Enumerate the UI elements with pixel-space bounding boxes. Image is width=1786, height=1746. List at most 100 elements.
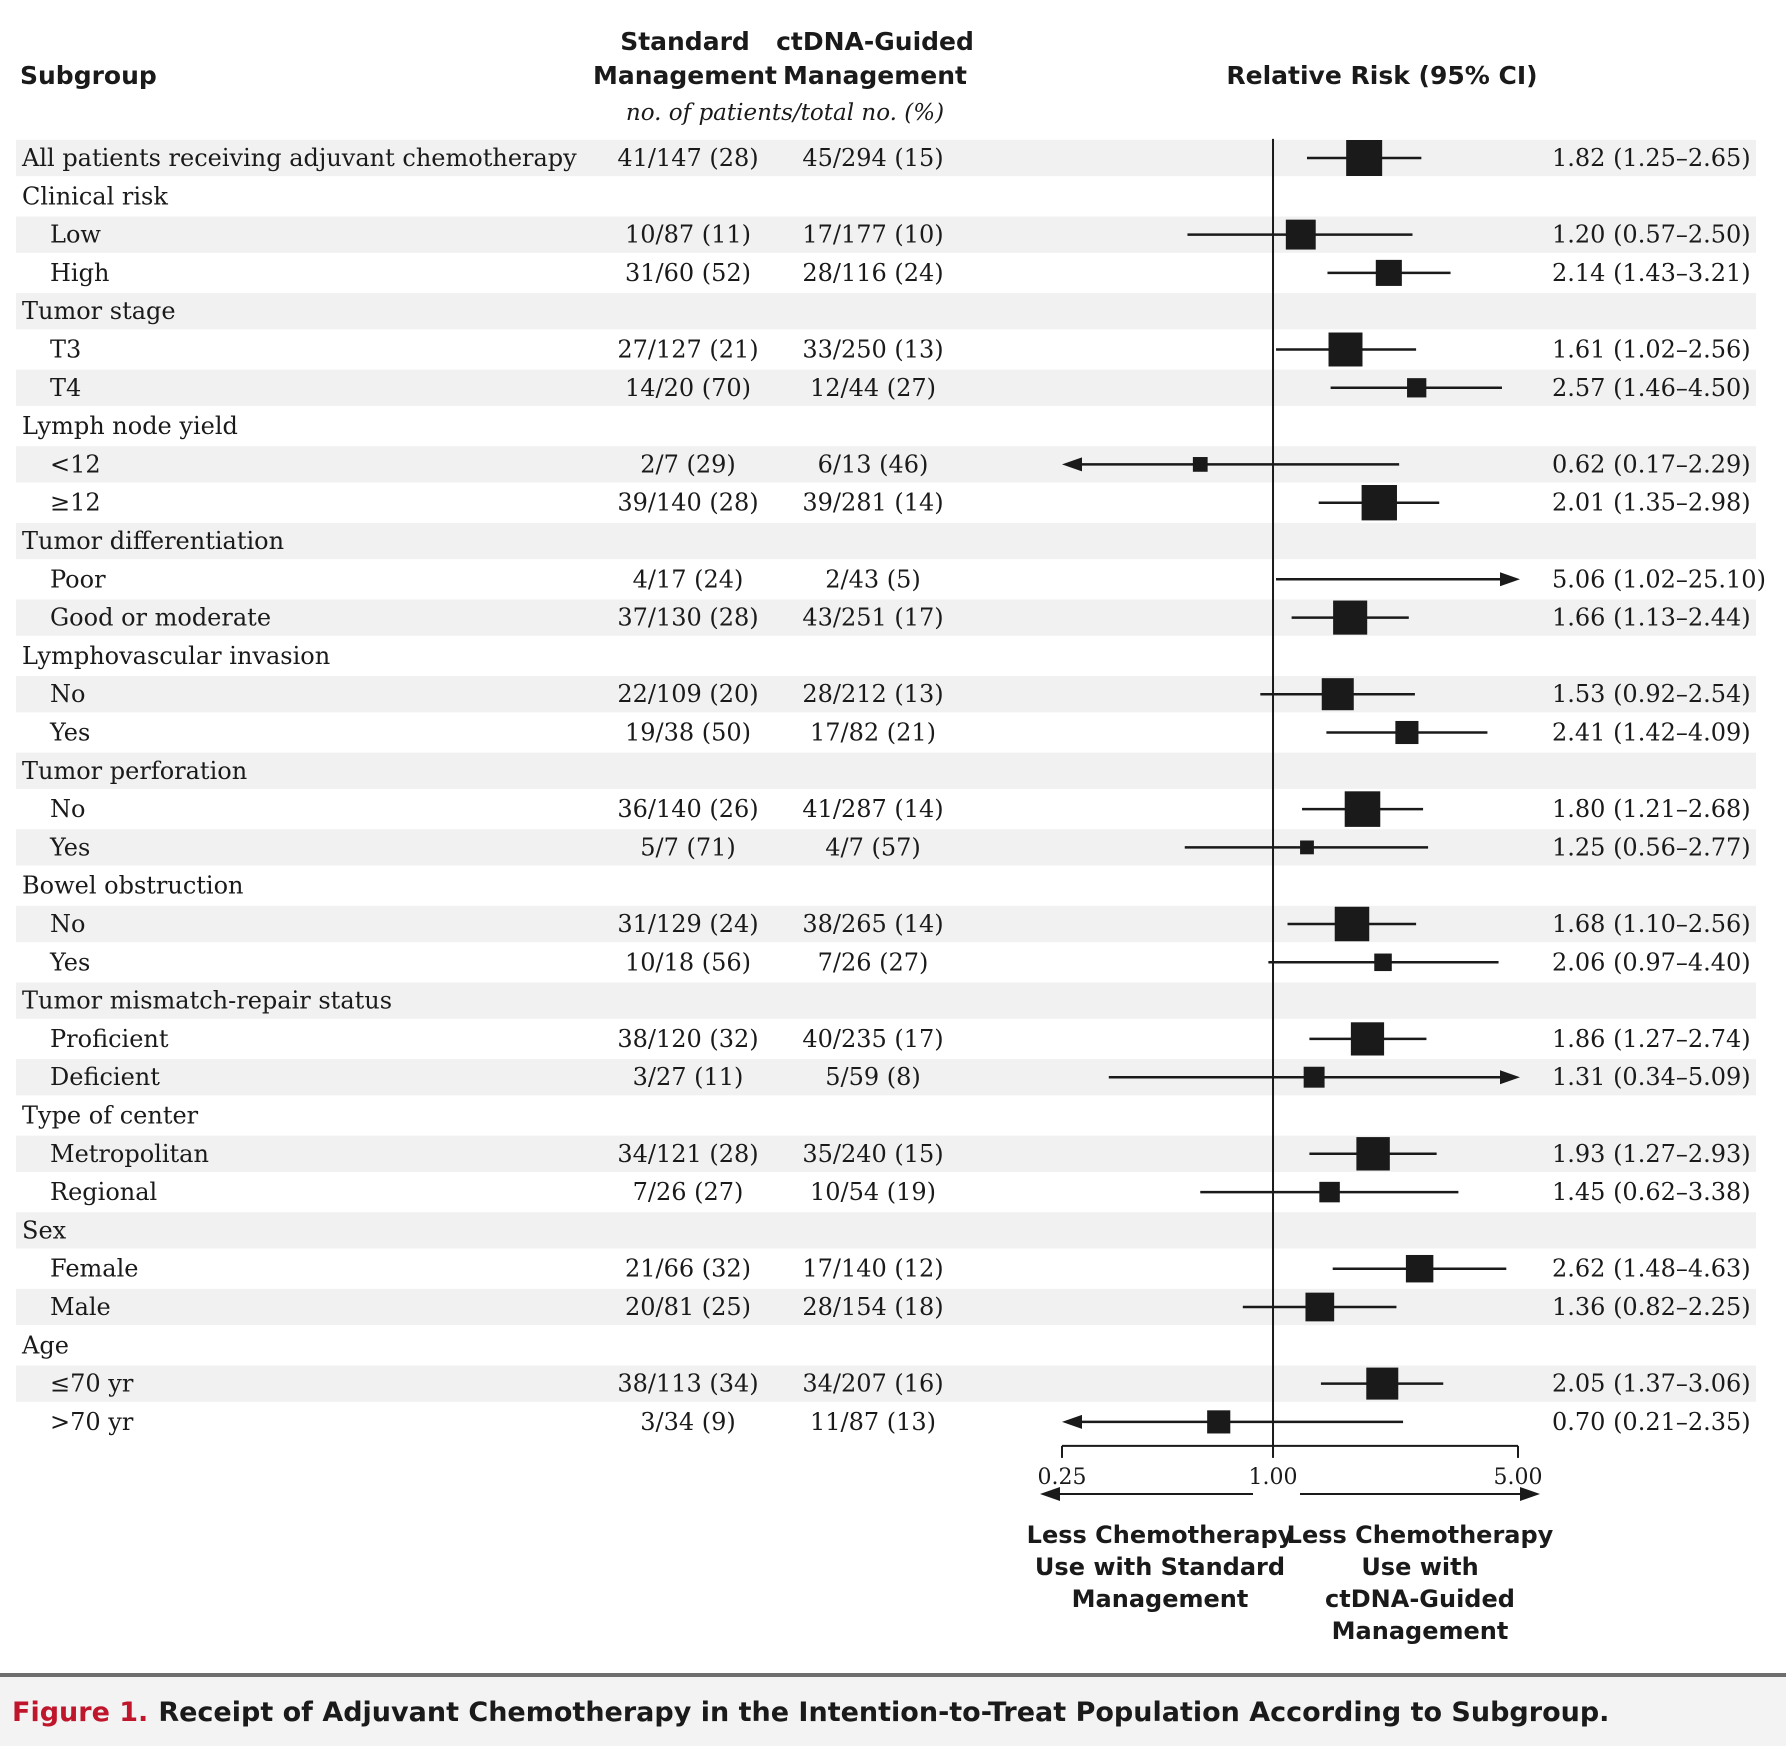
standard-count: 36/140 (26) <box>617 795 758 823</box>
ctdna-count: 2/43 (5) <box>825 565 921 593</box>
point-estimate <box>1374 953 1392 972</box>
right-direction-line4: Management <box>1332 1617 1509 1645</box>
relative-risk-ci: 2.06 (0.97–4.40) <box>1552 948 1751 976</box>
caption-rule <box>0 1673 1786 1677</box>
caption-label: Figure 1. <box>12 1697 148 1728</box>
standard-count: 22/109 (20) <box>617 680 758 708</box>
figure-caption: Figure 1. Receipt of Adjuvant Chemotherap… <box>0 1673 1786 1746</box>
row-stripe <box>16 139 1756 177</box>
subgroup-heading: Lymph node yield <box>22 412 238 440</box>
point-estimate <box>1300 840 1314 855</box>
row-stripe <box>16 293 1756 330</box>
standard-count: 7/26 (27) <box>633 1178 744 1206</box>
relative-risk-ci: 1.25 (0.56–2.77) <box>1552 833 1751 861</box>
subgroup-label: Yes <box>49 948 90 976</box>
standard-count: 31/60 (52) <box>625 259 751 287</box>
row-stripe <box>16 829 1756 866</box>
relative-risk-ci: 1.82 (1.25–2.65) <box>1552 144 1751 172</box>
standard-count: 2/7 (29) <box>640 450 736 478</box>
column-headers: Subgroup Standard Management ctDNA-Guide… <box>20 27 1538 126</box>
ctdna-count: 28/212 (13) <box>802 680 943 708</box>
subgroup-label: Deficient <box>50 1063 160 1091</box>
ctdna-count: 38/265 (14) <box>802 910 943 938</box>
ctdna-count: 43/251 (17) <box>802 604 943 632</box>
subgroup-label: All patients receiving adjuvant chemothe… <box>21 144 577 172</box>
header-ctdna-line1: ctDNA-Guided <box>776 27 974 56</box>
point-estimate <box>1334 906 1370 942</box>
ctdna-count: 45/294 (15) <box>802 144 943 172</box>
ctdna-count: 33/250 (13) <box>802 336 943 364</box>
point-estimate <box>1328 332 1363 367</box>
relative-risk-ci: 1.68 (1.10–2.56) <box>1552 910 1751 938</box>
point-estimate <box>1356 1137 1390 1171</box>
subgroup-heading: Tumor stage <box>22 297 176 325</box>
ctdna-count: 17/140 (12) <box>802 1255 943 1283</box>
caption-title: Receipt of Adjuvant Chemotherapy in the … <box>158 1697 1609 1728</box>
relative-risk-ci: 2.57 (1.46–4.50) <box>1552 374 1751 402</box>
relative-risk-ci: 2.62 (1.48–4.63) <box>1552 1255 1751 1283</box>
row-stripe <box>16 446 1756 483</box>
ctdna-count: 7/26 (27) <box>818 948 929 976</box>
ctdna-count: 5/59 (8) <box>825 1063 921 1091</box>
header-counts-note: no. of patients/total no. (%) <box>626 100 944 126</box>
row-stripe <box>16 1288 1756 1326</box>
direction-labels: Less Chemotherapy Use with Standard Mana… <box>1027 1487 1554 1645</box>
standard-count: 14/20 (70) <box>625 374 751 402</box>
row-stripe <box>16 216 1756 253</box>
subgroup-label: ≤70 yr <box>50 1370 134 1398</box>
ci-arrow-right <box>1500 572 1520 587</box>
header-ctdna-line2: Management <box>783 61 967 90</box>
subgroup-label: >70 yr <box>50 1408 134 1436</box>
x-axis: 0.25 1.00 5.00 <box>1038 138 1542 1490</box>
subgroup-label: Yes <box>49 719 90 747</box>
axis-ticks: 0.25 1.00 5.00 <box>1038 1445 1542 1490</box>
row-stripe <box>16 1135 1756 1172</box>
header-subgroup: Subgroup <box>20 61 157 90</box>
subgroup-label: Female <box>50 1255 139 1283</box>
left-direction-line3: Management <box>1072 1585 1249 1613</box>
ctdna-count: 4/7 (57) <box>825 833 921 861</box>
ci-arrow-left <box>1062 457 1082 472</box>
row-stripe <box>16 522 1756 560</box>
relative-risk-ci: 1.20 (0.57–2.50) <box>1552 221 1751 249</box>
point-estimate <box>1346 140 1383 176</box>
subgroup-label: High <box>50 259 109 287</box>
axis-tick-label: 1.00 <box>1249 1465 1298 1490</box>
relative-risk-ci: 1.93 (1.27–2.93) <box>1552 1140 1751 1168</box>
subgroup-heading: Tumor mismatch-repair status <box>22 987 392 1015</box>
point-estimate <box>1333 600 1368 635</box>
standard-count: 3/27 (11) <box>633 1063 744 1091</box>
point-estimate <box>1319 1181 1340 1203</box>
point-estimate <box>1321 678 1354 711</box>
caption-text: Figure 1. Receipt of Adjuvant Chemotherap… <box>12 1697 1609 1728</box>
relative-risk-ci: 0.62 (0.17–2.29) <box>1552 450 1751 478</box>
standard-count: 39/140 (28) <box>617 489 758 517</box>
relative-risk-ci: 1.80 (1.21–2.68) <box>1552 795 1751 823</box>
right-direction-line1: Less Chemotherapy <box>1287 1521 1554 1549</box>
ctdna-count: 10/54 (19) <box>810 1178 936 1206</box>
subgroup-heading: Tumor perforation <box>22 757 247 785</box>
subgroup-heading: Clinical risk <box>22 182 168 210</box>
relative-risk-ci: 1.53 (0.92–2.54) <box>1552 680 1751 708</box>
subgroup-label: Male <box>50 1293 111 1321</box>
left-direction-line1: Less Chemotherapy <box>1027 1521 1294 1549</box>
point-estimate <box>1375 259 1402 286</box>
ctdna-count: 6/13 (46) <box>818 450 929 478</box>
ctdna-count: 34/207 (16) <box>802 1370 943 1398</box>
standard-count: 3/34 (9) <box>640 1408 736 1436</box>
subgroup-heading: Type of center <box>22 1102 199 1130</box>
right-direction-line2: Use with <box>1361 1553 1478 1581</box>
ctdna-count: 17/177 (10) <box>802 221 943 249</box>
header-standard-line1: Standard <box>620 27 750 56</box>
subgroup-label: Good or moderate <box>50 604 271 632</box>
standard-count: 10/18 (56) <box>625 948 751 976</box>
relative-risk-ci: 1.61 (1.02–2.56) <box>1552 336 1751 364</box>
standard-count: 27/127 (21) <box>617 336 758 364</box>
ci-arrow-left <box>1062 1414 1082 1429</box>
ci-arrow-right <box>1500 1070 1520 1085</box>
row-stripe <box>16 1212 1756 1249</box>
subgroup-label: T3 <box>50 336 81 364</box>
point-estimate <box>1350 1022 1385 1056</box>
subgroup-heading: Age <box>21 1331 69 1359</box>
subgroup-heading: Sex <box>22 1216 67 1244</box>
